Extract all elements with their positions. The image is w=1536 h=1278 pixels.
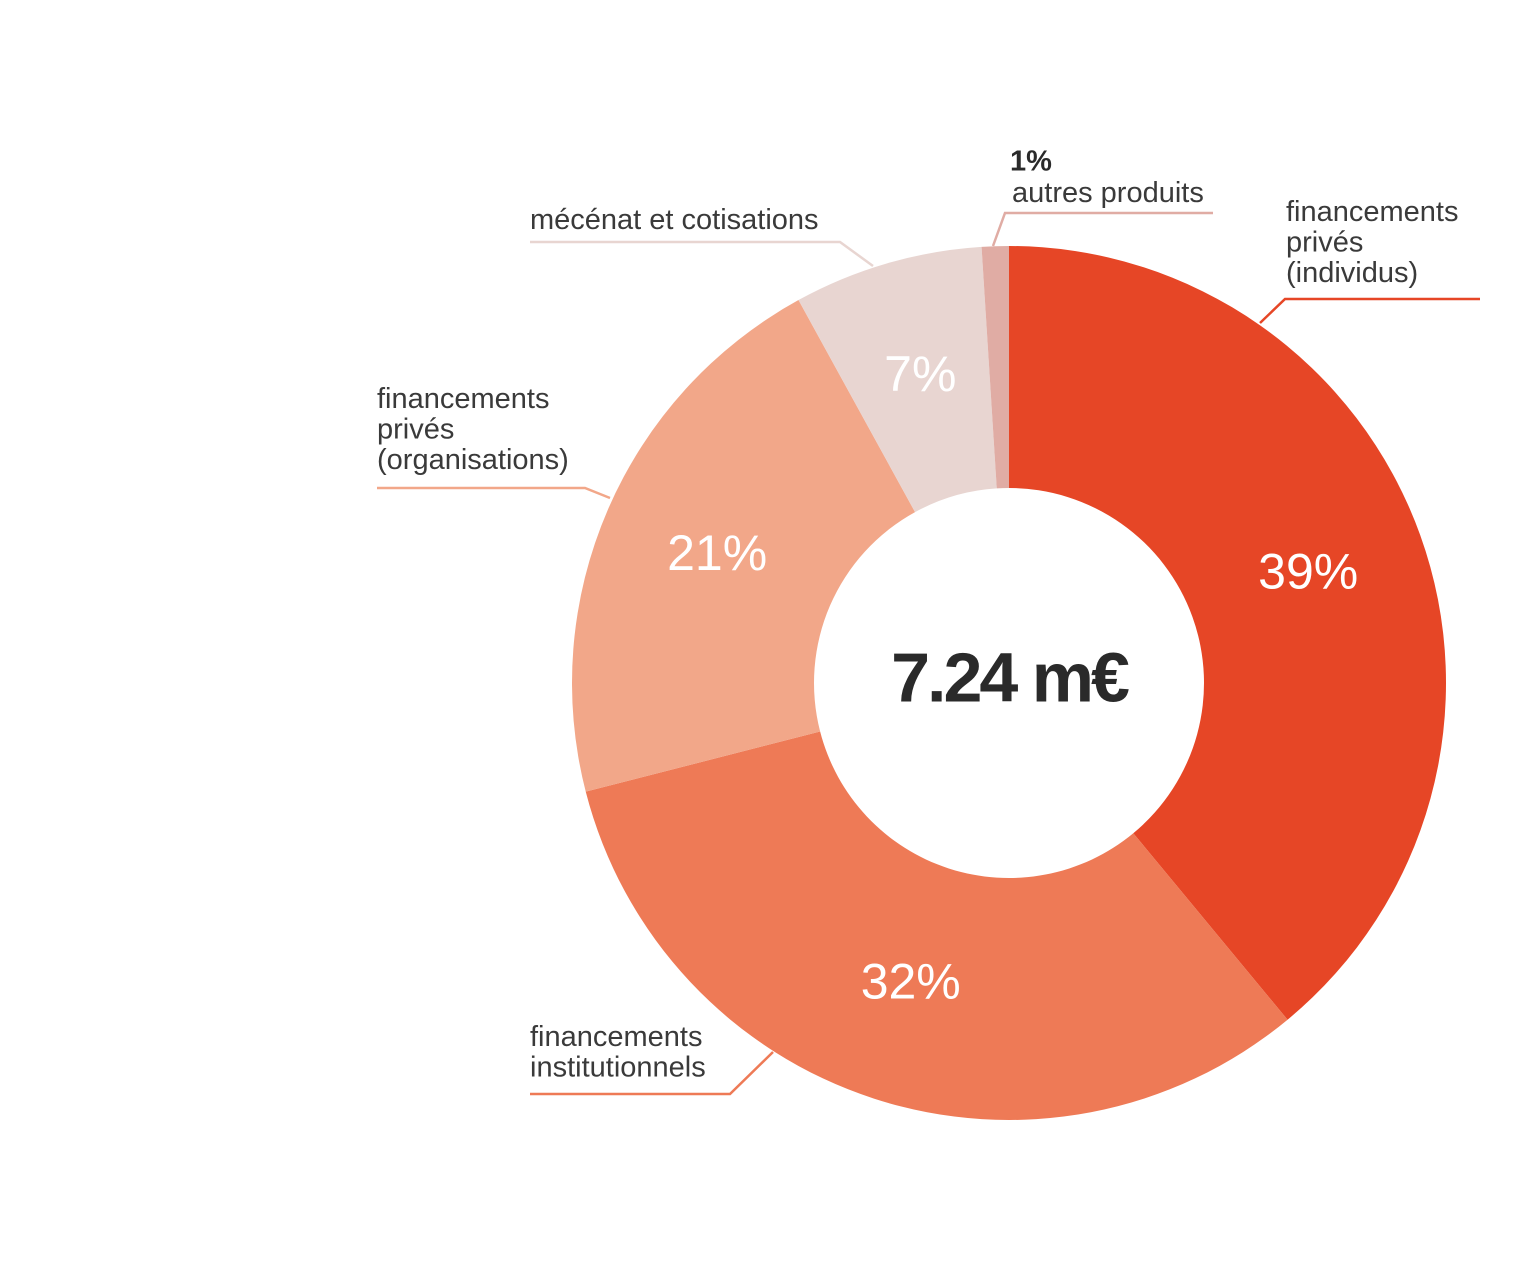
label-line: (organisations) [377, 444, 569, 476]
category-label: mécénat et cotisations [530, 204, 819, 236]
donut-slice [981, 246, 1009, 489]
label-line: financements [1286, 196, 1459, 228]
label-line: financements [377, 383, 550, 415]
value-label: 39% [1258, 543, 1358, 599]
category-label: financements institutionnels [530, 1021, 706, 1084]
leader-line [1259, 297, 1480, 324]
label-line: privés [377, 413, 454, 445]
category-label: financements privés (individus) [1286, 196, 1459, 289]
donut-slice [1009, 246, 1446, 1020]
label-line: privés [1286, 226, 1363, 258]
leader-line [377, 486, 611, 500]
center-label: 7.24 m€ [891, 638, 1129, 716]
donut-slice [585, 731, 1288, 1120]
label-line: mécénat et cotisations [530, 204, 819, 236]
label-line: (individus) [1286, 257, 1418, 289]
value-label: 21% [667, 525, 767, 581]
leader-line [991, 211, 1213, 247]
value-label: 7% [884, 346, 956, 402]
leader-line [530, 240, 874, 268]
value-label: 1% [1010, 146, 1052, 178]
category-label: autres produits [1012, 177, 1204, 209]
donut-slice [572, 300, 916, 792]
category-label: financements privés (organisations) [377, 383, 569, 476]
label-line: autres produits [1012, 177, 1204, 209]
label-line: institutionnels [530, 1051, 706, 1083]
value-label: 32% [861, 954, 961, 1010]
leader-line [530, 1051, 774, 1096]
label-line: financements [530, 1021, 703, 1053]
donut-slice [798, 246, 997, 513]
